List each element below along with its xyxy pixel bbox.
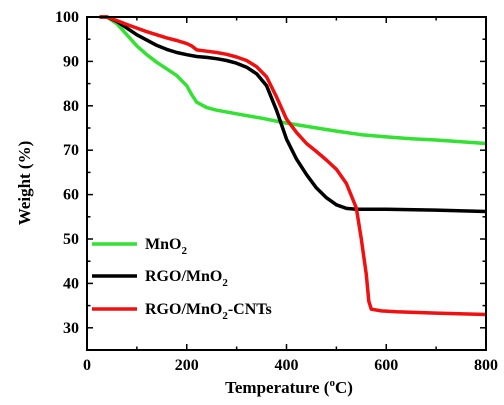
- legend-label-mno2: MnO2: [145, 236, 187, 257]
- y-tick-label: 40: [63, 275, 79, 292]
- legend-item-mno2: MnO2: [92, 236, 187, 257]
- legend-label-rgo-mno2: RGO/MnO2: [145, 268, 228, 289]
- x-tick-label: 0: [83, 357, 91, 374]
- plot-lines: [99, 15, 487, 317]
- legend-label-rgo-mno2-cnts: RGO/MnO2-CNTs: [145, 301, 272, 322]
- x-tick-label: 800: [474, 357, 498, 374]
- x-tick-label: 400: [275, 357, 299, 374]
- y-tick-label: 50: [63, 231, 79, 248]
- x-axis-title: Temperature (oC): [225, 377, 353, 397]
- x-axis-title-end: C): [335, 378, 353, 397]
- x-tick-label: 200: [175, 357, 199, 374]
- y-tick-label: 60: [63, 187, 79, 204]
- y-axis-title: Weight (%): [15, 141, 34, 226]
- series-line-0: [99, 15, 487, 146]
- x-tick-label: 600: [374, 357, 398, 374]
- y-tick-label: 80: [63, 98, 79, 115]
- legend: MnO2 RGO/MnO2 RGO/MnO2-CNTs: [92, 236, 272, 322]
- series-line-2: [99, 15, 487, 317]
- x-axis-title-main: Temperature (: [225, 378, 330, 397]
- y-tick-label: 100: [55, 9, 79, 26]
- x-axis-title-sup: o: [329, 377, 335, 389]
- y-tick-label: 70: [63, 142, 79, 159]
- tick-labels: 0 200 400 600 800 30 40 50 60 70 80 90 100: [55, 9, 498, 374]
- y-tick-label: 90: [63, 53, 79, 70]
- series-line-1: [99, 15, 487, 214]
- y-tick-label: 30: [63, 320, 79, 337]
- legend-item-rgo-mno2-cnts: RGO/MnO2-CNTs: [92, 301, 272, 322]
- axis-ticks: [86, 16, 487, 350]
- legend-item-rgo-mno2: RGO/MnO2: [92, 268, 228, 289]
